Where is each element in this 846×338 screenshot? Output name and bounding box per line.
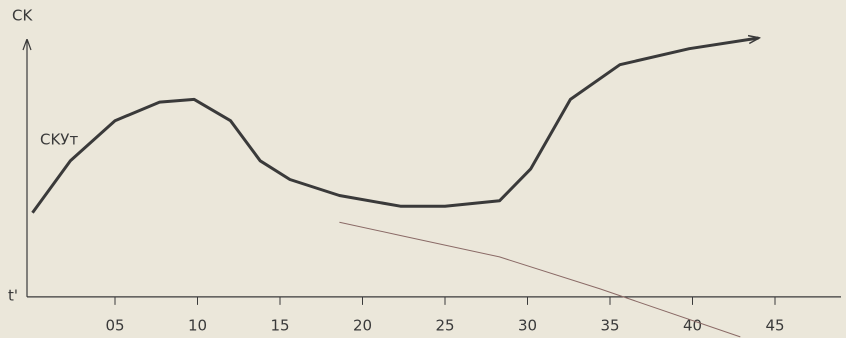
x-tick-label: 10 [188, 317, 207, 335]
y-axis-label: CK [12, 7, 33, 25]
data-line [31, 38, 759, 214]
series-label: CKУт [40, 131, 78, 149]
x-tick-label: 15 [270, 317, 289, 335]
x-axis-label: t' [8, 287, 18, 305]
x-tick-label: 30 [518, 317, 537, 335]
x-tick-label: 40 [683, 317, 702, 335]
x-tick-label: 20 [353, 317, 372, 335]
x-tick-label: 35 [600, 317, 619, 335]
x-tick-label: 25 [435, 317, 454, 335]
data-line [339, 221, 741, 338]
x-tick-label: 45 [765, 317, 784, 335]
x-tick-label: 05 [105, 317, 124, 335]
